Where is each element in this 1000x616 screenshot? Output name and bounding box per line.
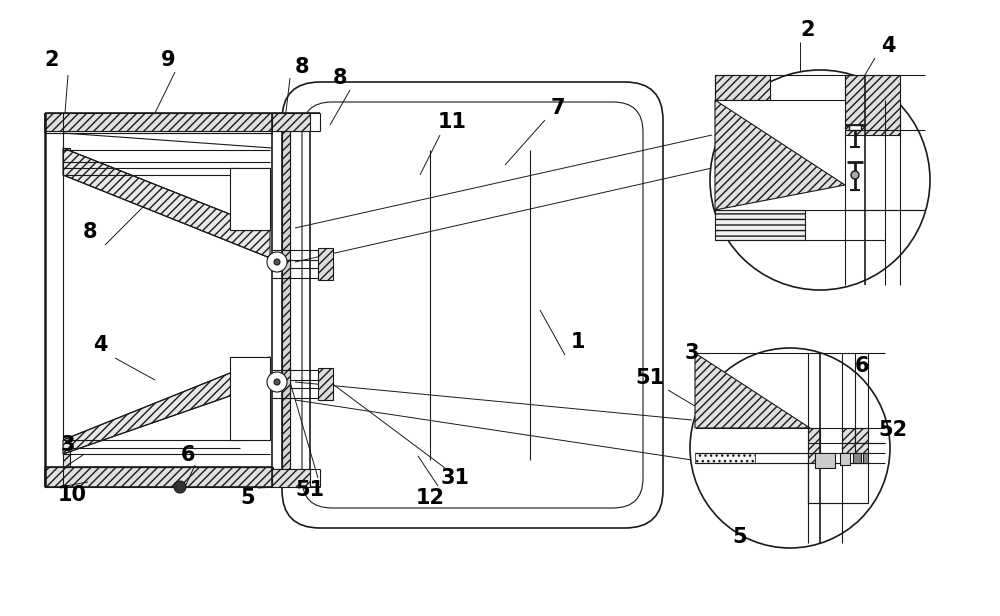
Circle shape bbox=[267, 252, 287, 272]
Text: 8: 8 bbox=[333, 68, 347, 88]
Bar bbox=[230, 168, 270, 230]
Circle shape bbox=[267, 372, 287, 392]
Bar bbox=[318, 248, 333, 280]
Text: 51: 51 bbox=[295, 480, 325, 500]
Text: 10: 10 bbox=[58, 485, 87, 505]
Polygon shape bbox=[63, 357, 270, 454]
Text: 9: 9 bbox=[161, 50, 175, 70]
FancyBboxPatch shape bbox=[282, 82, 663, 528]
Text: 11: 11 bbox=[438, 112, 466, 132]
Bar bbox=[842, 428, 855, 453]
Circle shape bbox=[851, 171, 859, 179]
Bar bbox=[808, 428, 820, 468]
Circle shape bbox=[274, 259, 280, 265]
FancyBboxPatch shape bbox=[302, 102, 643, 508]
Circle shape bbox=[710, 70, 930, 290]
Text: 4: 4 bbox=[881, 36, 895, 56]
Text: 8: 8 bbox=[295, 57, 309, 77]
Text: 31: 31 bbox=[440, 468, 470, 488]
Bar bbox=[45, 113, 273, 131]
Text: 6: 6 bbox=[855, 356, 869, 376]
Text: 1: 1 bbox=[571, 332, 585, 352]
Text: 2: 2 bbox=[801, 20, 815, 40]
Polygon shape bbox=[715, 100, 845, 210]
Bar bbox=[230, 357, 270, 440]
Text: 3: 3 bbox=[61, 435, 75, 455]
Bar bbox=[272, 113, 310, 131]
Bar bbox=[815, 453, 835, 468]
Bar bbox=[45, 467, 273, 487]
Circle shape bbox=[174, 481, 186, 493]
Bar bbox=[63, 440, 70, 467]
Circle shape bbox=[690, 348, 890, 548]
Text: 3: 3 bbox=[685, 343, 699, 363]
Bar bbox=[715, 75, 770, 100]
Text: 5: 5 bbox=[733, 527, 747, 547]
Text: 5: 5 bbox=[241, 488, 255, 508]
Bar bbox=[845, 75, 900, 135]
Text: 6: 6 bbox=[181, 445, 195, 465]
Bar bbox=[695, 453, 755, 463]
Bar bbox=[63, 148, 70, 175]
Bar bbox=[808, 463, 868, 503]
Circle shape bbox=[274, 379, 280, 385]
Bar bbox=[282, 370, 290, 398]
Text: 4: 4 bbox=[93, 335, 107, 355]
Polygon shape bbox=[695, 428, 810, 453]
Text: 51: 51 bbox=[635, 368, 665, 388]
Text: 12: 12 bbox=[416, 488, 444, 508]
Bar bbox=[282, 131, 290, 469]
Bar bbox=[840, 453, 850, 465]
Polygon shape bbox=[715, 100, 845, 210]
Bar bbox=[318, 368, 333, 400]
Polygon shape bbox=[695, 353, 810, 428]
Text: 2: 2 bbox=[45, 50, 59, 70]
Text: 8: 8 bbox=[83, 222, 97, 242]
Bar bbox=[855, 428, 868, 453]
Bar bbox=[853, 453, 861, 463]
Bar bbox=[849, 125, 861, 130]
Text: 7: 7 bbox=[551, 98, 565, 118]
Bar bbox=[863, 453, 868, 463]
Bar bbox=[715, 210, 805, 240]
Text: 52: 52 bbox=[878, 420, 908, 440]
Bar bbox=[282, 260, 290, 278]
Bar bbox=[272, 469, 310, 487]
Polygon shape bbox=[63, 148, 270, 258]
